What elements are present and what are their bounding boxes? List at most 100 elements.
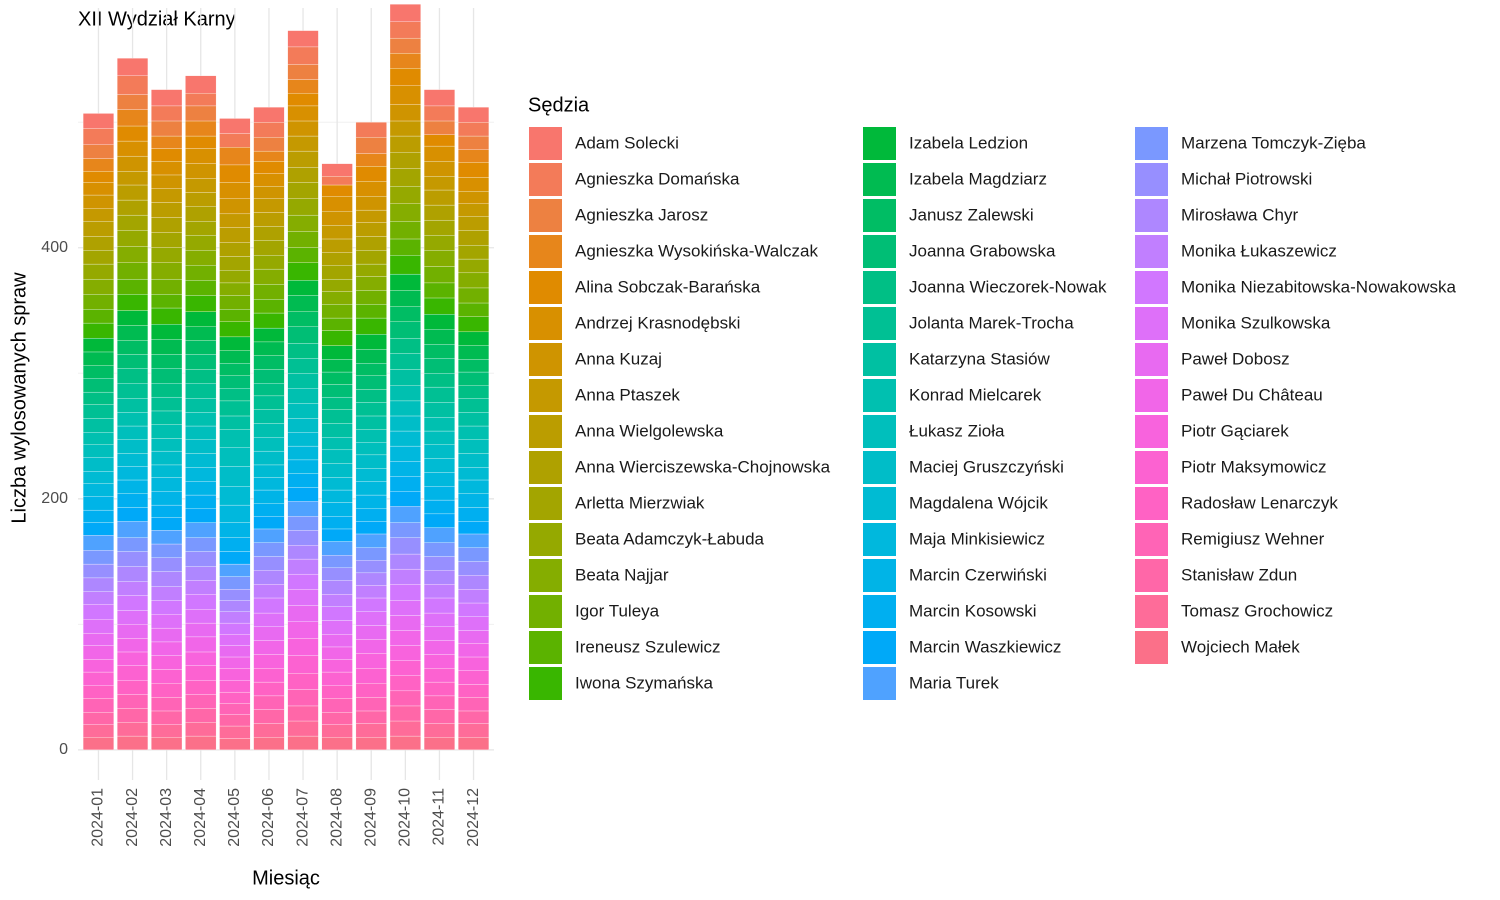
bar-segment bbox=[117, 581, 149, 596]
legend-label: Łukasz Zioła bbox=[909, 421, 1005, 440]
bar-segment bbox=[389, 53, 421, 69]
bar-segment bbox=[287, 343, 319, 359]
bar-segment bbox=[185, 735, 217, 751]
bar-segment bbox=[458, 467, 490, 481]
bar-segment bbox=[185, 383, 217, 399]
bar-segment bbox=[321, 409, 353, 424]
bar-segment bbox=[321, 555, 353, 569]
bar-segment bbox=[423, 737, 455, 751]
bar-segment bbox=[458, 643, 490, 658]
bar-segment bbox=[185, 453, 217, 468]
bar-segment bbox=[321, 541, 353, 556]
bar-segment bbox=[219, 415, 251, 430]
bar-segment bbox=[389, 21, 421, 39]
legend-key bbox=[863, 163, 896, 196]
bar-segment bbox=[82, 724, 114, 738]
legend-key bbox=[529, 235, 562, 268]
bar-segment bbox=[355, 389, 387, 403]
bar-segment bbox=[355, 494, 387, 510]
bar-segment bbox=[355, 137, 387, 154]
bar-segment bbox=[117, 354, 149, 369]
bar-segment bbox=[287, 93, 319, 107]
bar-segment bbox=[423, 204, 455, 221]
bar-segment bbox=[423, 640, 455, 655]
legend-label: Stanisław Zdun bbox=[1181, 565, 1297, 584]
bar-segment bbox=[355, 375, 387, 390]
bar-segment bbox=[423, 219, 455, 236]
bar-segment bbox=[253, 556, 285, 571]
legend-label: Beata Adamczyk-Łabuda bbox=[575, 529, 765, 548]
bar-segment bbox=[185, 439, 217, 454]
bar-segment bbox=[151, 120, 183, 137]
bar-segment bbox=[82, 158, 114, 172]
bar-segment bbox=[82, 250, 114, 265]
legend-key bbox=[1135, 451, 1168, 484]
bar-segment bbox=[423, 612, 455, 628]
bar-segment bbox=[458, 385, 490, 399]
bar-segment bbox=[117, 294, 149, 311]
bar-segment bbox=[82, 171, 114, 183]
bar-segment bbox=[287, 487, 319, 502]
bar-segment bbox=[219, 350, 251, 364]
bar-segment bbox=[355, 209, 387, 223]
bar-segment bbox=[185, 340, 217, 355]
legend-label: Michał Piotrowski bbox=[1181, 169, 1312, 188]
legend-label: Paweł Dobosz bbox=[1181, 349, 1290, 368]
bar-segment bbox=[423, 654, 455, 669]
bar-segment bbox=[117, 439, 149, 454]
bar-segment bbox=[355, 349, 387, 364]
bar-segment bbox=[355, 222, 387, 237]
bar-segment bbox=[458, 602, 490, 617]
bar-segment bbox=[458, 371, 490, 386]
bar-segment bbox=[423, 358, 455, 374]
bar-segment bbox=[117, 75, 149, 95]
bar-segment bbox=[253, 198, 285, 213]
bar-segment bbox=[458, 561, 490, 576]
bar-segment bbox=[355, 304, 387, 319]
bar-segment bbox=[151, 530, 183, 545]
x-tick-label: 2024-10 bbox=[397, 788, 414, 847]
bar-segment bbox=[287, 182, 319, 199]
bar-segment bbox=[458, 135, 490, 150]
y-axis-label: Liczba wylosowanych spraw bbox=[8, 272, 30, 524]
bar-segment bbox=[151, 543, 183, 558]
bar-segment bbox=[185, 665, 217, 681]
bar-segment bbox=[117, 412, 149, 427]
bar-segment bbox=[185, 178, 217, 193]
legend-key bbox=[529, 379, 562, 412]
legend-key bbox=[863, 631, 896, 664]
bar-segment bbox=[423, 513, 455, 528]
legend-key bbox=[1135, 163, 1168, 196]
bar-segment bbox=[423, 250, 455, 267]
bar-segment bbox=[458, 723, 490, 738]
bar-segment bbox=[287, 30, 319, 48]
bar-segment bbox=[185, 235, 217, 251]
bar-segment bbox=[321, 384, 353, 398]
bar-segment bbox=[219, 133, 251, 148]
bar-segment bbox=[151, 324, 183, 340]
bar-segment bbox=[151, 354, 183, 369]
bar-segment bbox=[117, 722, 149, 737]
bar-segment bbox=[82, 483, 114, 497]
bar-segment bbox=[185, 280, 217, 296]
bar-segment bbox=[389, 630, 421, 646]
bar-segment bbox=[151, 504, 183, 518]
legend-label: Piotr Maksymowicz bbox=[1181, 457, 1326, 476]
bar-segment bbox=[151, 557, 183, 572]
bar-segment bbox=[82, 194, 114, 209]
bar-segment bbox=[151, 697, 183, 712]
bar-segment bbox=[287, 638, 319, 656]
bar-segment bbox=[355, 122, 387, 138]
bar-segment bbox=[219, 656, 251, 669]
bar-segment bbox=[219, 295, 251, 310]
legend-label: Agnieszka Domańska bbox=[575, 169, 740, 188]
bar-segment bbox=[389, 720, 421, 737]
bar-segment bbox=[458, 710, 490, 724]
bar-segment bbox=[321, 634, 353, 648]
bar-segment bbox=[117, 638, 149, 653]
bar-segment bbox=[287, 247, 319, 263]
bar-segment bbox=[321, 685, 353, 699]
bar-segment bbox=[355, 317, 387, 335]
bar-segment bbox=[219, 537, 251, 552]
bar-segment bbox=[219, 375, 251, 389]
